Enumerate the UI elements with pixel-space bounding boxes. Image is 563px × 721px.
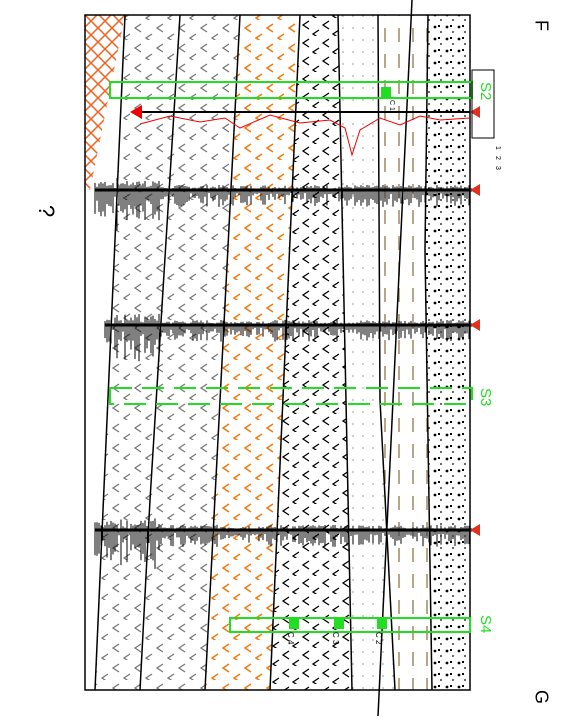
start-label: F	[531, 20, 551, 31]
layers	[84, 0, 471, 717]
sample-label: C 1	[388, 100, 395, 111]
scale-label: 1	[494, 146, 501, 150]
red-profile	[130, 69, 495, 536]
sample-label: C 2	[374, 632, 383, 645]
survey-label: S4	[477, 615, 494, 633]
end-label: G	[531, 690, 551, 704]
unknown-label: ?	[34, 205, 59, 217]
survey-label: S3	[477, 388, 494, 406]
scale-label: 3	[494, 166, 501, 170]
sample-label: C 4	[286, 632, 295, 645]
scale-label: 2	[494, 156, 501, 160]
resistivity-logs	[94, 177, 472, 569]
survey-label: S2	[477, 82, 494, 100]
sample-label: C 3	[331, 632, 340, 645]
